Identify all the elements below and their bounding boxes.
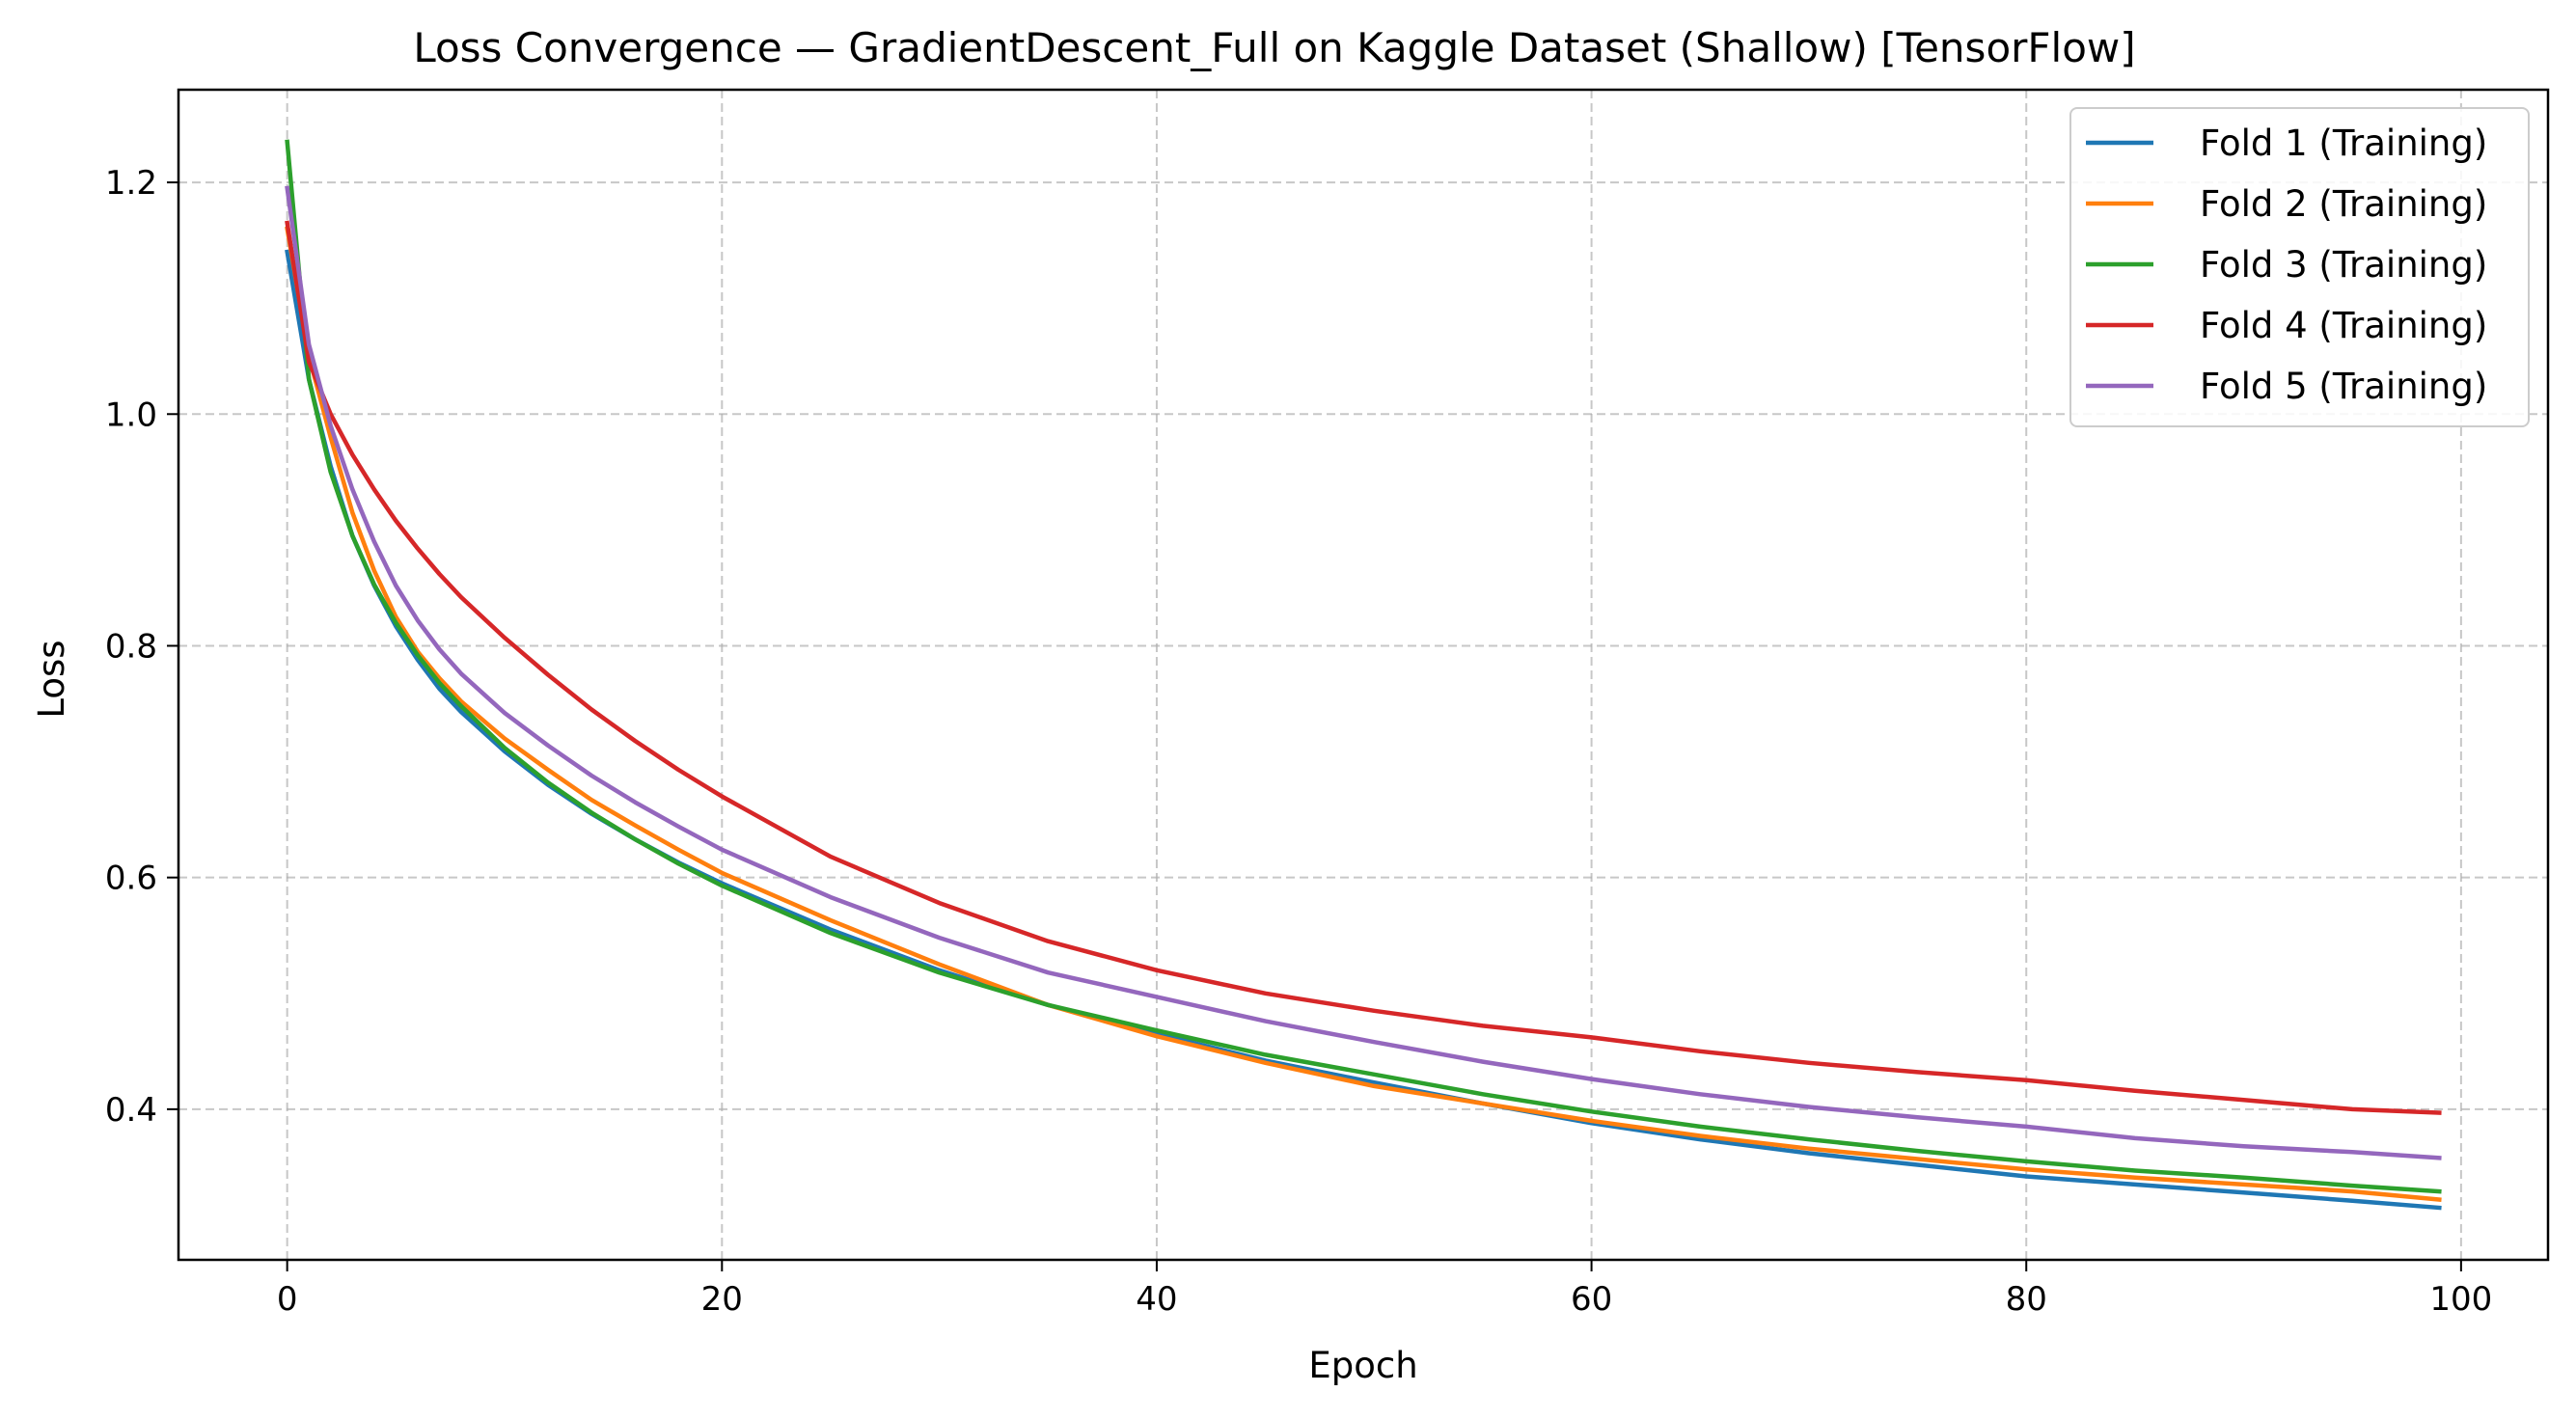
series-lines <box>285 139 2442 1211</box>
series-line-fold-3 <box>285 139 2442 1194</box>
series-line-fold-2 <box>285 226 2442 1202</box>
y-axis-label: Loss <box>31 640 72 718</box>
series-line-fold-4 <box>285 220 2442 1115</box>
x-tick-label: 80 <box>2006 1280 2047 1319</box>
y-tick-label: 0.4 <box>105 1091 157 1130</box>
x-tick-label: 20 <box>701 1280 743 1319</box>
series-line-fold-5 <box>285 185 2442 1160</box>
y-tick-label: 0.8 <box>105 627 157 666</box>
x-tick-label: 60 <box>1571 1280 1612 1319</box>
legend-label-fold-2: Fold 2 (Training) <box>2200 183 2487 225</box>
legend-label-fold-4: Fold 4 (Training) <box>2200 305 2487 346</box>
x-tick-label: 100 <box>2429 1280 2492 1319</box>
plot-frame <box>177 88 2550 1262</box>
y-tick-label: 1.2 <box>105 164 157 203</box>
chart-title: Loss Convergence — GradientDescent_Full … <box>413 24 2135 71</box>
axis-ticks: 0 20 40 60 80 100 0.4 0.6 0.8 1.0 1.2 <box>105 164 2492 1319</box>
legend-box <box>2069 107 2530 427</box>
legend-label-fold-1: Fold 1 (Training) <box>2200 123 2487 164</box>
x-tick-label: 40 <box>1136 1280 1177 1319</box>
x-tick-label: 0 <box>277 1280 298 1319</box>
y-tick-label: 0.6 <box>105 860 157 898</box>
legend-label-fold-5: Fold 5 (Training) <box>2200 366 2487 407</box>
legend: Fold 1 (Training) Fold 2 (Training) Fold 3… <box>2069 107 2530 427</box>
x-axis-label: Epoch <box>1308 1345 1417 1386</box>
legend-label-fold-3: Fold 3 (Training) <box>2200 244 2487 286</box>
y-tick-label: 1.0 <box>105 396 157 434</box>
